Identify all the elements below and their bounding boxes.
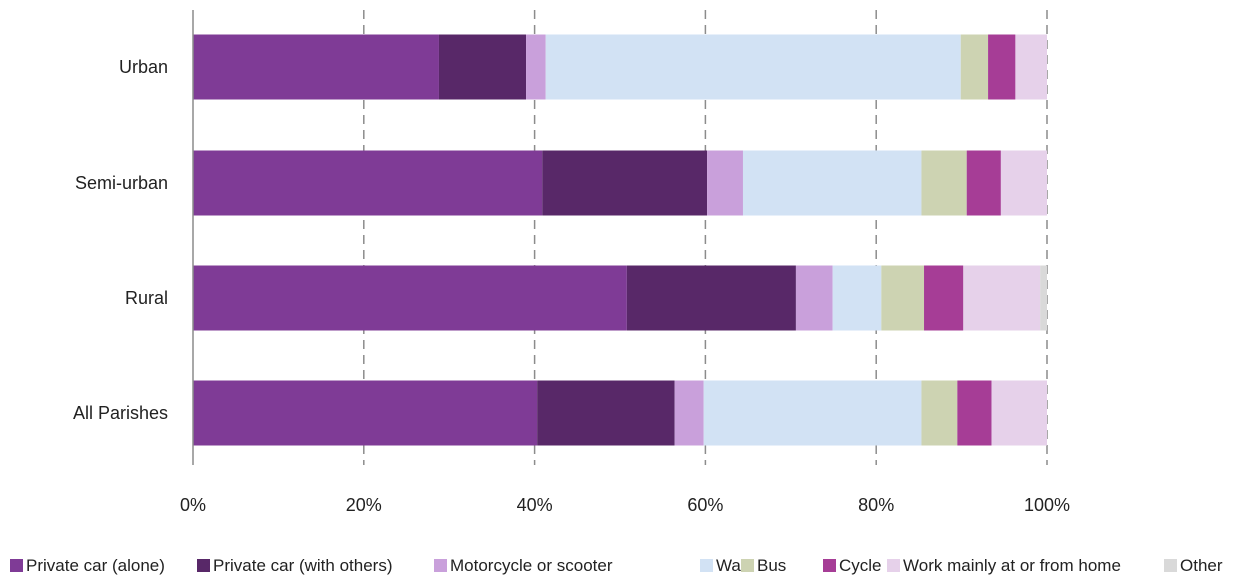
legend-label-cycle: Cycle — [839, 556, 882, 575]
bar-rural-private-car-with-others — [626, 265, 796, 331]
category-label-urban: Urban — [119, 57, 168, 77]
category-label-rural: Rural — [125, 288, 168, 308]
bar-semi-urban-private-car-alone — [193, 150, 543, 216]
bar-semi-urban-private-car-with-others — [542, 150, 708, 216]
bar-all-parishes-private-car-alone — [193, 380, 538, 446]
category-label-all-parishes: All Parishes — [73, 403, 168, 423]
legend-swatch-private-car-alone — [10, 559, 23, 572]
legend-swatch-cycle — [823, 559, 836, 572]
bar-rural-work-mainly-at-or-from-home — [963, 265, 1041, 331]
legend-swatch-work-mainly-at-or-from-home — [887, 559, 900, 572]
bar-rural-bus — [881, 265, 925, 331]
x-tick-label-60: 60% — [687, 495, 723, 515]
x-tick-label-40: 40% — [517, 495, 553, 515]
bar-all-parishes-motorcycle-or-scooter — [674, 380, 704, 446]
bar-rural-cycle — [924, 265, 964, 331]
legend-swatch-motorcycle-or-scooter — [434, 559, 447, 572]
bar-rural-walk — [832, 265, 882, 331]
bar-rural-private-car-alone — [193, 265, 627, 331]
bar-urban-cycle — [988, 34, 1016, 100]
legend-label-bus: Bus — [757, 556, 786, 575]
bar-semi-urban-cycle — [966, 150, 1001, 216]
legend-label-work-mainly-at-or-from-home: Work mainly at or from home — [903, 556, 1121, 575]
bar-urban-work-mainly-at-or-from-home — [1015, 34, 1047, 100]
legend-label-motorcycle-or-scooter: Motorcycle or scooter — [450, 556, 613, 575]
legend-swatch-private-car-with-others — [197, 559, 210, 572]
legend-label-private-car-alone: Private car (alone) — [26, 556, 165, 575]
legend-swatch-walk — [700, 559, 713, 572]
bar-all-parishes-walk — [703, 380, 922, 446]
x-tick-label-80: 80% — [858, 495, 894, 515]
bar-rural-other — [1040, 265, 1047, 331]
bar-all-parishes-cycle — [957, 380, 992, 446]
bar-semi-urban-bus — [921, 150, 967, 216]
legend-label-private-car-with-others: Private car (with others) — [213, 556, 393, 575]
category-label-semi-urban: Semi-urban — [75, 173, 168, 193]
x-tick-labels: 0% 20% 40% 60% 80% 100% — [180, 495, 1070, 515]
x-tick-label-100: 100% — [1024, 495, 1070, 515]
category-labels: Urban Semi-urban Rural All Parishes — [73, 57, 168, 423]
bar-rural-motorcycle-or-scooter — [795, 265, 833, 331]
bar-semi-urban-walk — [742, 150, 922, 216]
x-tick-label-20: 20% — [346, 495, 382, 515]
legend-swatch-other — [1164, 559, 1177, 572]
legend-swatch-bus — [741, 559, 754, 572]
bar-urban-motorcycle-or-scooter — [526, 34, 546, 100]
bar-urban-private-car-alone — [193, 34, 439, 100]
legend-label-other: Other — [1180, 556, 1223, 575]
bar-all-parishes-work-mainly-at-or-from-home — [991, 380, 1047, 446]
bar-all-parishes-private-car-with-others — [537, 380, 675, 446]
bars — [193, 34, 1047, 446]
bar-semi-urban-motorcycle-or-scooter — [707, 150, 743, 216]
bar-urban-bus — [960, 34, 989, 100]
bar-urban-private-car-with-others — [438, 34, 527, 100]
bar-urban-walk — [545, 34, 961, 100]
legend: Private car (alone) Private car (with oth… — [10, 556, 1223, 575]
bar-semi-urban-work-mainly-at-or-from-home — [1000, 150, 1047, 216]
x-tick-label-0: 0% — [180, 495, 206, 515]
bar-all-parishes-bus — [921, 380, 958, 446]
